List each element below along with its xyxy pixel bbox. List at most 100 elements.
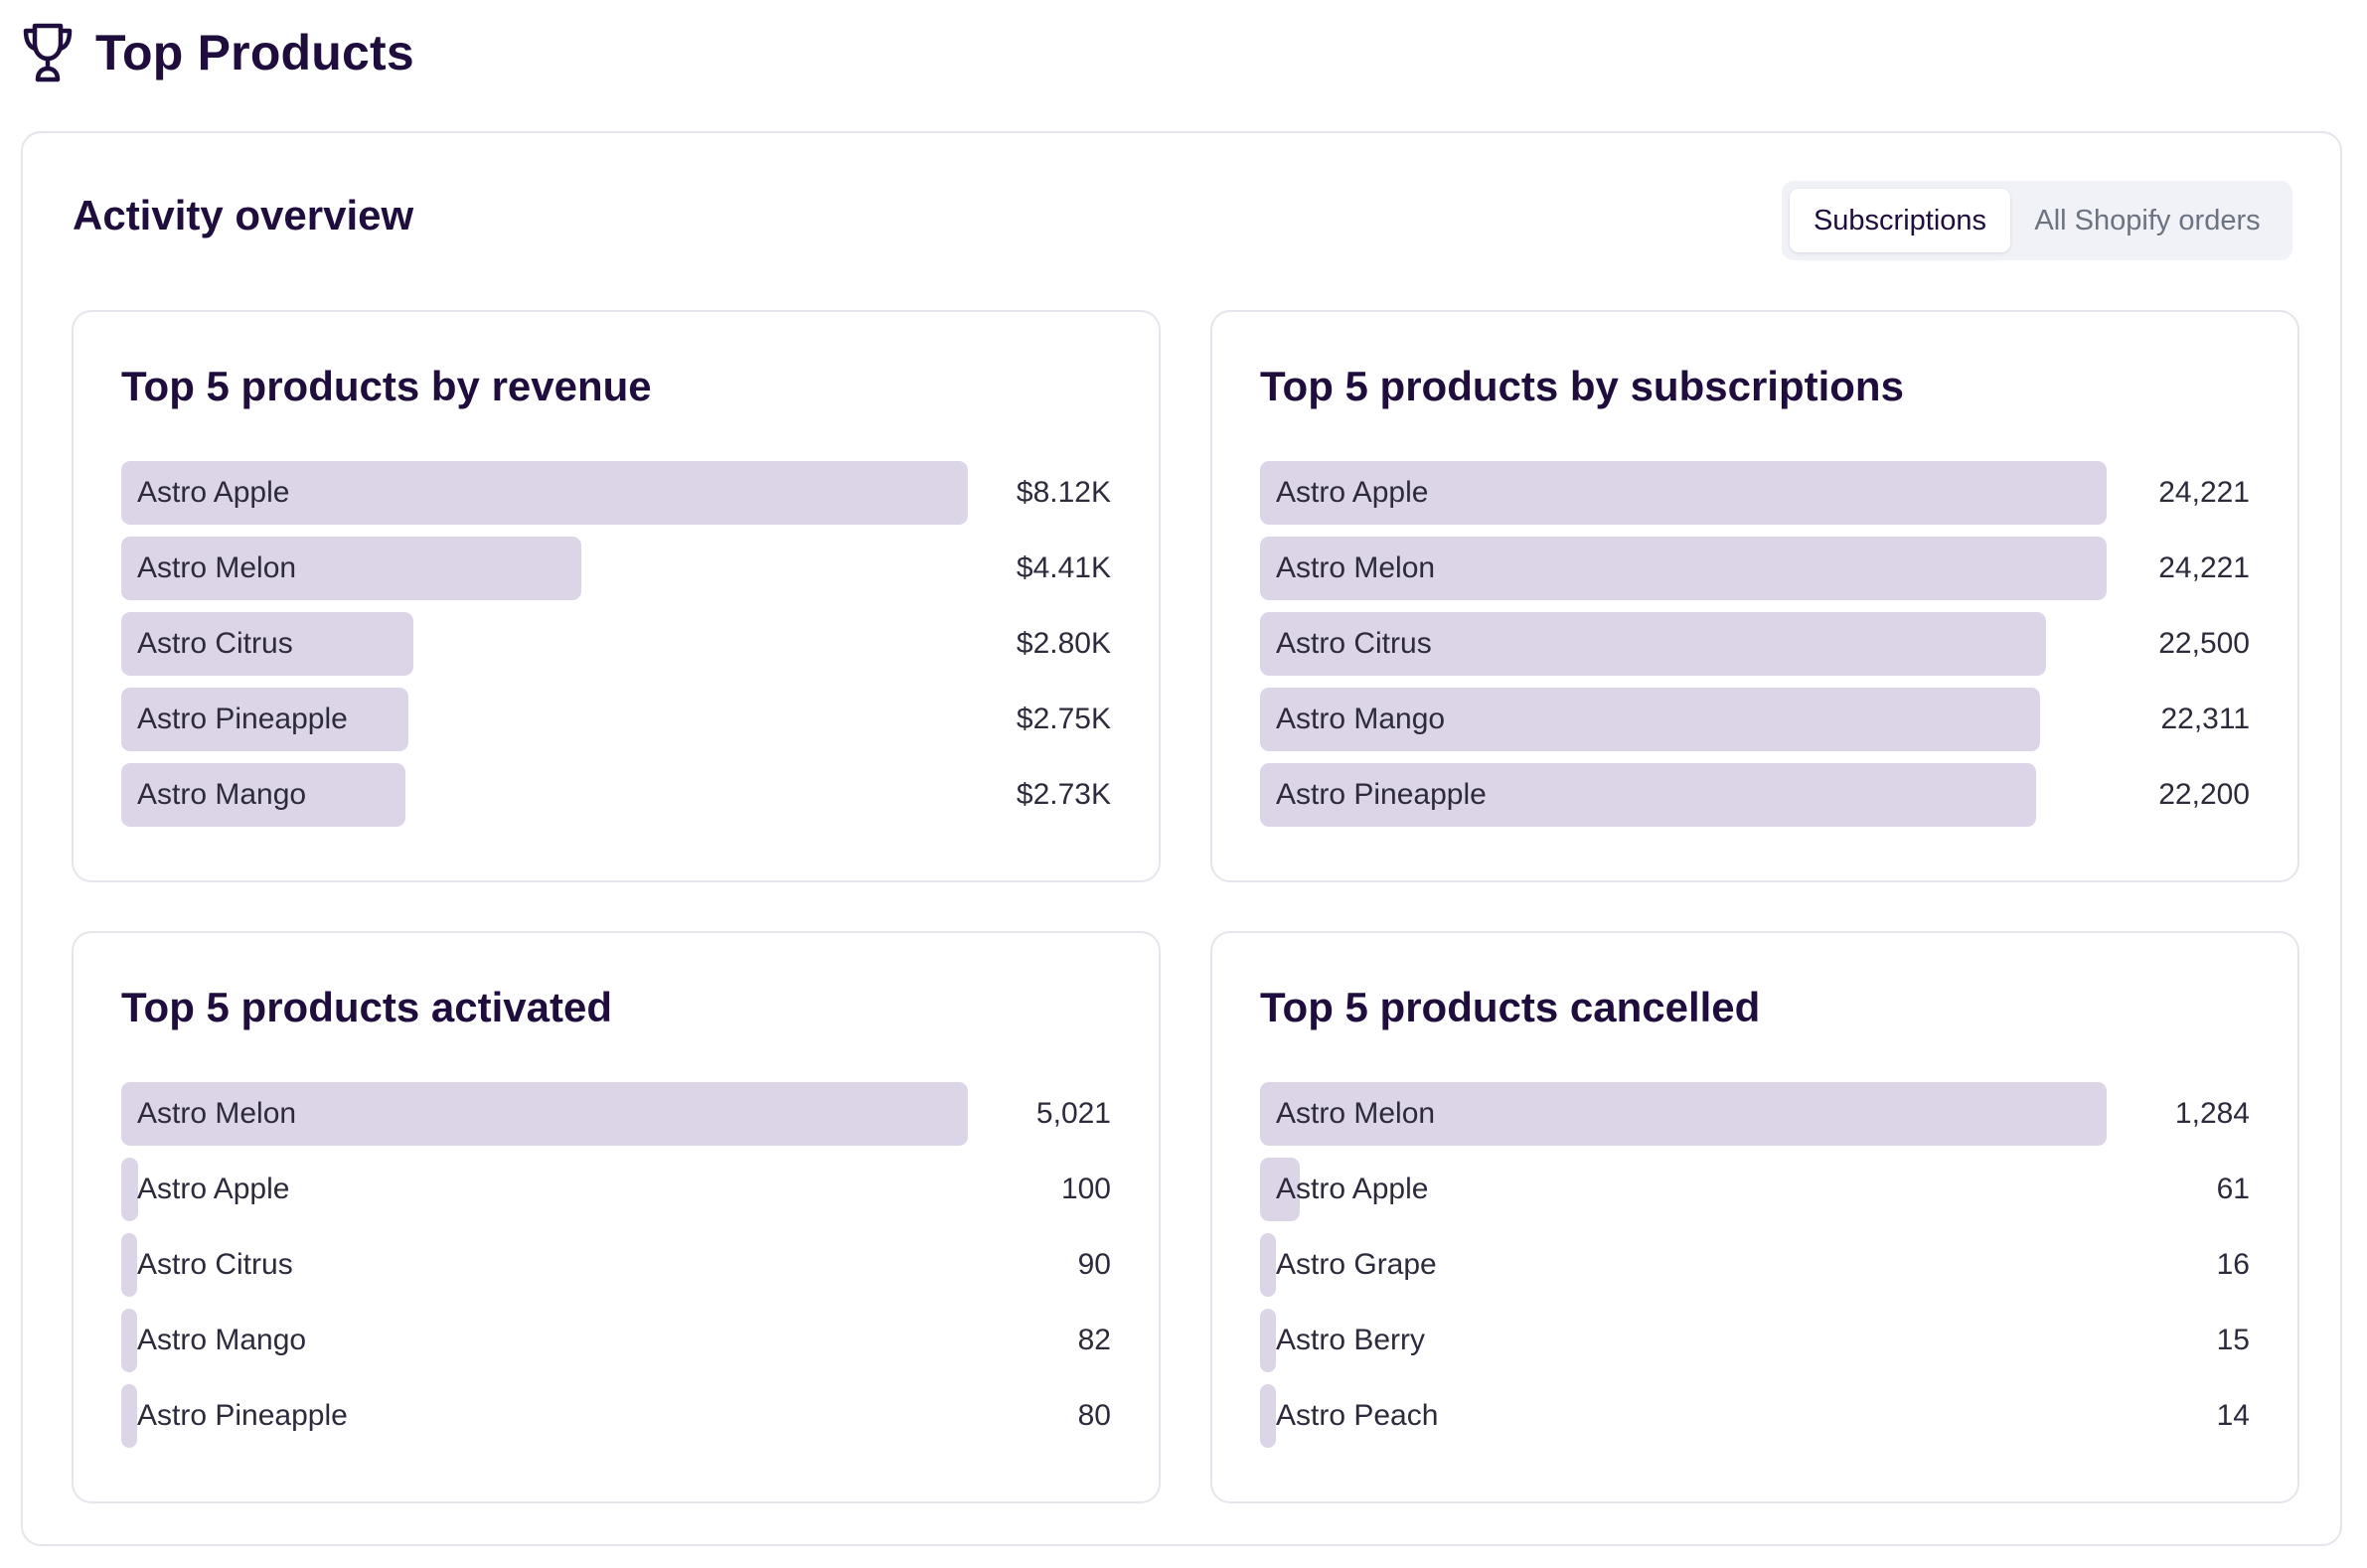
bar-track: [1260, 612, 2107, 676]
product-bar: [1260, 688, 2040, 751]
product-label: Astro Melon: [137, 1097, 297, 1130]
product-label: Astro Melon: [1276, 551, 1436, 584]
product-value: 15: [2216, 1324, 2250, 1356]
bar-track: [121, 461, 968, 525]
section-title: Activity overview: [73, 192, 414, 238]
bar-list: Astro Melon 5,021 Astro Apple 100 Astro Citr…: [121, 1082, 1111, 1460]
product-bar: [121, 688, 408, 751]
bar-track: [1260, 537, 2107, 600]
product-bar: [1260, 763, 2036, 827]
bar-track: [1260, 688, 2107, 751]
bar-track: [1260, 1082, 2107, 1146]
panel-title: Top 5 products by subscriptions: [1260, 363, 1904, 409]
bar-track: [121, 1233, 968, 1297]
product-row: Astro Melon $4.41K: [121, 537, 1111, 600]
product-label: Astro Pineapple: [1276, 778, 1487, 811]
bar-list: Astro Apple 24,221 Astro Melon 24,221 Astro …: [1260, 461, 2250, 839]
product-row: Astro Pineapple 22,200: [1260, 763, 2250, 827]
bar-list: Astro Apple $8.12K Astro Melon $4.41K Astro …: [121, 461, 1111, 839]
panel-title: Top 5 products cancelled: [1260, 984, 1761, 1030]
product-bar: [121, 461, 968, 525]
product-label: Astro Citrus: [137, 1248, 293, 1281]
product-label: Astro Citrus: [137, 627, 293, 660]
product-value: $2.75K: [1016, 703, 1111, 735]
product-row: Astro Apple 24,221: [1260, 461, 2250, 525]
subscriptions-toggle-button[interactable]: Subscriptions: [1790, 189, 2010, 252]
product-row: Astro Grape 16: [1260, 1233, 2250, 1297]
product-row: Astro Mango 22,311: [1260, 688, 2250, 751]
product-value: 61: [2216, 1173, 2250, 1205]
product-value: $4.41K: [1016, 551, 1111, 584]
bar-track: [121, 1158, 968, 1221]
product-row: Astro Melon 1,284: [1260, 1082, 2250, 1146]
revenue-panel: Top 5 products by revenue Astro Apple $8.…: [72, 310, 1161, 882]
subscriptions-panel: Top 5 products by subscriptions Astro Ap…: [1210, 310, 2299, 882]
product-bar: [121, 763, 406, 827]
product-value: 90: [1077, 1248, 1111, 1281]
product-label: Astro Pineapple: [137, 703, 348, 735]
product-label: Astro Citrus: [1276, 627, 1432, 660]
product-row: Astro Apple 100: [121, 1158, 1111, 1221]
product-label: Astro Melon: [137, 551, 297, 584]
product-label: Astro Grape: [1276, 1248, 1437, 1281]
bar-track: [121, 1082, 968, 1146]
product-row: Astro Berry 15: [1260, 1309, 2250, 1372]
page-title: Top Products: [95, 25, 414, 80]
product-bar: [1260, 612, 2047, 676]
product-value: $2.80K: [1016, 627, 1111, 660]
product-row: Astro Citrus $2.80K: [121, 612, 1111, 676]
all-shopify-orders-toggle-button[interactable]: All Shopify orders: [2034, 204, 2261, 236]
product-value: 22,311: [2160, 703, 2250, 735]
bar-track: [121, 1309, 968, 1372]
product-value: $2.73K: [1016, 778, 1111, 811]
product-label: Astro Berry: [1276, 1324, 1426, 1356]
product-label: Astro Apple: [137, 476, 290, 509]
product-row: Astro Apple 61: [1260, 1158, 2250, 1221]
bar-track: [1260, 763, 2107, 827]
product-value: 14: [2216, 1399, 2250, 1432]
product-row: Astro Melon 5,021: [121, 1082, 1111, 1146]
bar-track: [121, 763, 968, 827]
product-bar: [121, 537, 581, 600]
product-value: 22,200: [2158, 778, 2250, 811]
product-value: 100: [1060, 1173, 1111, 1205]
page-header: Top Products: [21, 20, 414, 85]
activity-overview-card: Activity overview Subscriptions All Shop…: [21, 131, 2342, 1546]
panel-title: Top 5 products activated: [121, 984, 612, 1030]
bar-track: [1260, 1384, 2107, 1448]
product-value: 82: [1077, 1324, 1111, 1356]
product-label: Astro Melon: [1276, 1097, 1436, 1130]
product-label: Astro Mango: [1276, 703, 1446, 735]
bar-track: [121, 688, 968, 751]
product-label: Astro Mango: [137, 1324, 307, 1356]
product-label: Astro Apple: [137, 1173, 290, 1205]
product-bar: [1260, 1233, 1276, 1297]
product-bar: [121, 1233, 137, 1297]
product-row: Astro Peach 14: [1260, 1384, 2250, 1448]
bar-track: [1260, 1309, 2107, 1372]
product-bar: [121, 1309, 137, 1372]
bar-track: [121, 1384, 968, 1448]
product-row: Astro Citrus 90: [121, 1233, 1111, 1297]
product-label: Astro Apple: [1276, 476, 1429, 509]
bar-track: [1260, 461, 2107, 525]
panel-title: Top 5 products by revenue: [121, 363, 652, 409]
product-row: Astro Mango $2.73K: [121, 763, 1111, 827]
product-row: Astro Pineapple $2.75K: [121, 688, 1111, 751]
trophy-icon: [23, 23, 73, 82]
product-value: $8.12K: [1016, 476, 1111, 509]
product-row: Astro Citrus 22,500: [1260, 612, 2250, 676]
product-bar: [121, 612, 413, 676]
product-label: Astro Pineapple: [137, 1399, 348, 1432]
product-label: Astro Apple: [1276, 1173, 1429, 1205]
product-bar: [121, 1384, 137, 1448]
product-value: 80: [1077, 1399, 1111, 1432]
cancelled-panel: Top 5 products cancelled Astro Melon 1,28…: [1210, 931, 2299, 1503]
product-bar: [121, 1082, 968, 1146]
product-row: Astro Pineapple 80: [121, 1384, 1111, 1448]
bar-track: [1260, 1233, 2107, 1297]
product-bar: [1260, 537, 2107, 600]
product-bar: [121, 1158, 138, 1221]
product-row: Astro Apple $8.12K: [121, 461, 1111, 525]
product-value: 24,221: [2158, 551, 2250, 584]
